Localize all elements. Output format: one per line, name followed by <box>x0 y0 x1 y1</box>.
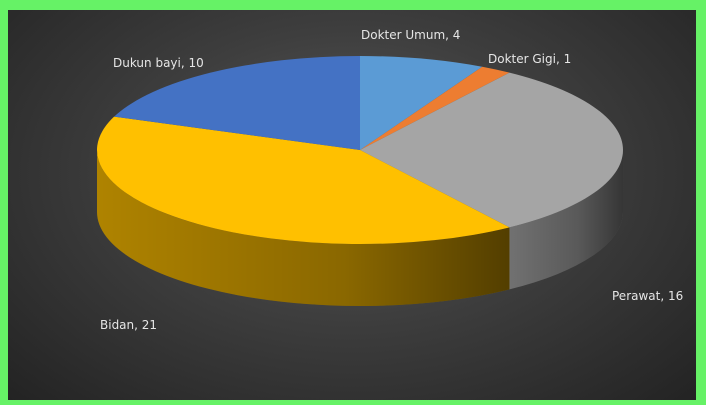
pie-side-shade-bidan <box>97 150 510 306</box>
pie-slice-perawat <box>360 72 623 228</box>
pie-sides <box>97 150 623 306</box>
slice-label-dukun-bayi: Dukun bayi, 10 <box>113 56 204 70</box>
pie-side-shade-perawat <box>509 150 623 290</box>
pie-slice-dokter-umum <box>360 56 483 150</box>
pie-slice-bidan <box>97 116 510 244</box>
pie-labels: Dokter Umum, 4 Dokter Gigi, 1 Perawat, 1… <box>100 28 683 332</box>
slice-label-dokter-umum: Dokter Umum, 4 <box>361 28 460 42</box>
slice-label-perawat: Perawat, 16 <box>612 289 683 303</box>
pie-chart: Dokter Umum, 4 Dokter Gigi, 1 Perawat, 1… <box>97 28 683 332</box>
slice-label-dokter-gigi: Dokter Gigi, 1 <box>488 52 571 66</box>
slice-label-bidan: Bidan, 21 <box>100 318 157 332</box>
pie-slice-dokter-gigi <box>360 66 510 150</box>
pie-tops <box>97 56 623 244</box>
pie-slice-dukun-bayi <box>114 56 360 150</box>
chart-area: Dokter Umum, 4 Dokter Gigi, 1 Perawat, 1… <box>8 10 696 400</box>
